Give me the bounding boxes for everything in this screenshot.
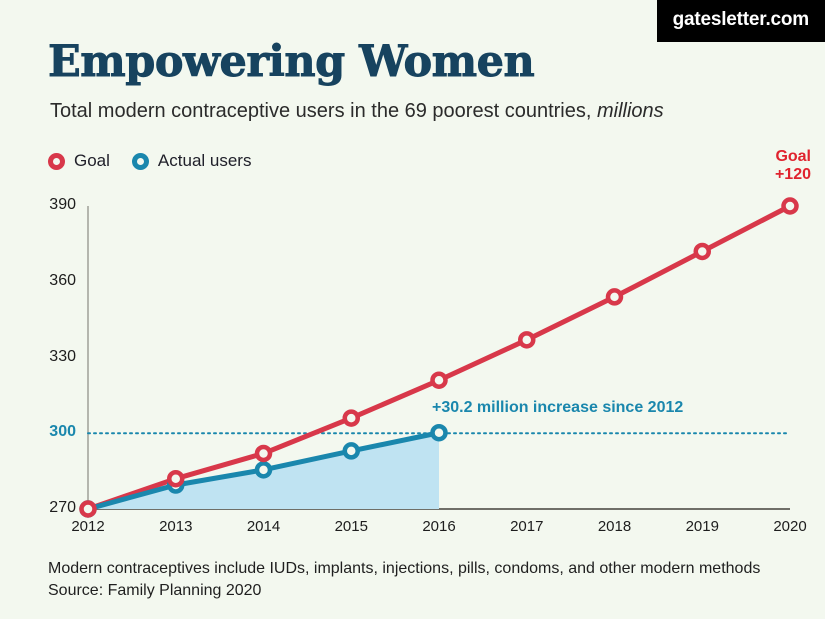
x-tick-label-2016: 2016 bbox=[422, 518, 456, 535]
goal-end-label-line2: +120 bbox=[774, 166, 811, 184]
y-tick-label-270: 270 bbox=[49, 499, 76, 516]
legend-label-actual-users: Actual users bbox=[157, 151, 252, 170]
goal-end-label-line1: Goal bbox=[775, 148, 811, 165]
goal-marker-2019 bbox=[693, 242, 711, 261]
actual-users-marker-2016 bbox=[430, 423, 448, 442]
x-tick-label-2019: 2019 bbox=[685, 518, 719, 535]
goal-marker-2012 bbox=[79, 500, 97, 518]
goal-marker-2017 bbox=[518, 331, 536, 349]
actual-users-marker-2014 bbox=[254, 461, 273, 479]
goal-marker-2015 bbox=[342, 409, 360, 427]
subtitle-emphasis: millions bbox=[596, 100, 664, 122]
increase-annotation: +30.2 million increase since 2012 bbox=[432, 399, 684, 416]
legend-item-actual-users[interactable]: Actual users bbox=[131, 151, 252, 171]
x-tick-label-2020: 2020 bbox=[773, 518, 807, 535]
subtitle-main: Total modern contraceptive users in the … bbox=[50, 100, 592, 122]
gatesletter-badge: gatesletter.com bbox=[656, 0, 825, 42]
goal-end-label: Goal +120 bbox=[775, 148, 811, 185]
y-tick-label-390: 390 bbox=[49, 196, 76, 213]
x-tick-label-2018: 2018 bbox=[597, 518, 632, 535]
x-tick-label-2017: 2017 bbox=[510, 518, 544, 535]
x-tick-label-2013: 2013 bbox=[159, 518, 193, 535]
goal-marker-2018 bbox=[605, 288, 624, 306]
x-tick-label-2014: 2014 bbox=[246, 518, 281, 535]
page-title: Empowering Women bbox=[48, 37, 536, 87]
footnote-line-1: Modern contraceptives include IUDs, impl… bbox=[48, 560, 761, 577]
y-tick-label-330: 330 bbox=[49, 347, 76, 365]
legend-marker-actual-icon bbox=[131, 152, 149, 170]
goal-marker-2013 bbox=[167, 469, 185, 488]
legend-item-goal[interactable]: Goal bbox=[48, 151, 110, 171]
legend-marker-goal-icon bbox=[48, 152, 65, 170]
y-tick-label-300: 300 bbox=[49, 423, 76, 441]
legend-label-goal: Goal bbox=[74, 151, 110, 170]
page-subtitle: Total modern contraceptive users in the … bbox=[50, 100, 664, 123]
goal-marker-2014 bbox=[254, 444, 273, 463]
actual-users-marker-2015 bbox=[342, 442, 360, 460]
goal-marker-2016 bbox=[430, 371, 448, 389]
footnote-line-2: Source: Family Planning 2020 bbox=[48, 581, 262, 599]
chart-footnote: Modern contraceptives include IUDs, impl… bbox=[48, 558, 760, 601]
y-tick-label-360: 360 bbox=[49, 271, 76, 289]
x-tick-label-2012: 2012 bbox=[71, 518, 105, 535]
chart-legend: Goal Actual users bbox=[48, 151, 251, 171]
goal-marker-2020 bbox=[781, 197, 799, 215]
x-tick-label-2015: 2015 bbox=[334, 518, 368, 535]
